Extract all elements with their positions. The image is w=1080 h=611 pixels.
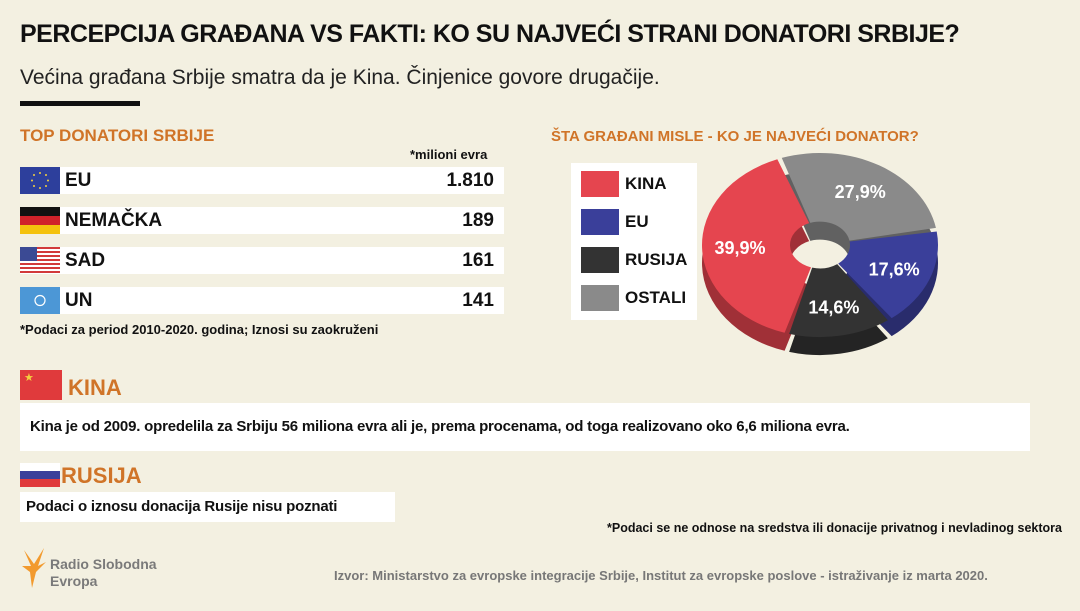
slice-label-kina: 39,9% xyxy=(715,238,766,258)
kina-text: Kina je od 2009. opredelila za Srbiju 56… xyxy=(20,403,1030,451)
eu-flag-icon xyxy=(20,167,60,194)
slice-label-ostali: 27,9% xyxy=(835,182,886,202)
legend-label: RUSIJA xyxy=(625,250,688,269)
slice-kina xyxy=(702,159,812,333)
usa-flag-icon xyxy=(20,247,60,274)
donor-value: 141 xyxy=(462,290,494,311)
top-donors-title: TOP DONATORI SRBIJE xyxy=(20,126,215,145)
donor-row-un: UN 141 xyxy=(20,287,504,314)
slice-label-eu: 17,6% xyxy=(869,259,920,279)
donor-name: EU xyxy=(65,170,92,191)
rse-logo-icon xyxy=(22,548,46,588)
legend-swatch xyxy=(581,247,619,273)
legend-swatch xyxy=(581,209,619,235)
slice-ostali xyxy=(781,152,936,241)
donor-name: UN xyxy=(65,290,93,311)
pie-legend: KINA EU RUSIJA OSTALI xyxy=(571,163,697,320)
unit-note: *milioni evra xyxy=(410,147,488,162)
donor-value: 161 xyxy=(462,250,494,271)
donor-row-eu: EU 1.810 xyxy=(20,167,504,194)
legend-label: KINA xyxy=(625,174,667,193)
legend-label: OSTALI xyxy=(625,288,687,307)
donor-value: 189 xyxy=(462,210,494,231)
un-flag-icon xyxy=(20,287,60,314)
germany-flag-icon xyxy=(20,207,60,234)
donor-row-usa: SAD 161 xyxy=(20,247,504,274)
period-note: *Podaci za period 2010-2020. godina; Izn… xyxy=(20,322,379,337)
donor-name: NEMAČKA xyxy=(65,210,163,231)
slice-rusija xyxy=(789,264,888,338)
title-underline xyxy=(20,101,140,106)
slice-eu xyxy=(838,231,938,319)
donor-name: SAD xyxy=(65,250,106,271)
donut-chart: 27,9% 17,6% 14,6% 39,9% xyxy=(702,152,938,356)
page-title: PERCEPCIJA GRAĐANA VS FAKTI: KO SU NAJVE… xyxy=(20,20,960,48)
page-subtitle: Većina građana Srbije smatra da je Kina.… xyxy=(20,66,660,89)
slice-label-rusija: 14,6% xyxy=(808,297,859,317)
legend-swatch xyxy=(581,285,619,311)
source-note: Izvor: Ministarstvo za evropske integrac… xyxy=(334,568,988,583)
legend-swatch xyxy=(581,171,619,197)
rusija-heading: RUSIJA xyxy=(61,463,142,488)
donor-row-germany: NEMAČKA 189 xyxy=(20,207,504,234)
russia-flag-icon xyxy=(20,463,60,487)
sector-note: *Podaci se ne odnose na sredstva ili don… xyxy=(607,521,1062,535)
china-flag-icon: ★ xyxy=(20,370,62,400)
donor-value: 1.810 xyxy=(446,170,494,191)
legend-label: EU xyxy=(625,212,649,231)
rse-logo-text: Radio Slobodna Evropa xyxy=(50,556,157,589)
rusija-text: Podaci o iznosu donacija Rusije nisu poz… xyxy=(20,492,395,522)
pie-title: ŠTA GRAĐANI MISLE - KO JE NAJVEĆI DONATO… xyxy=(551,128,919,145)
kina-heading: KINA xyxy=(68,375,122,400)
